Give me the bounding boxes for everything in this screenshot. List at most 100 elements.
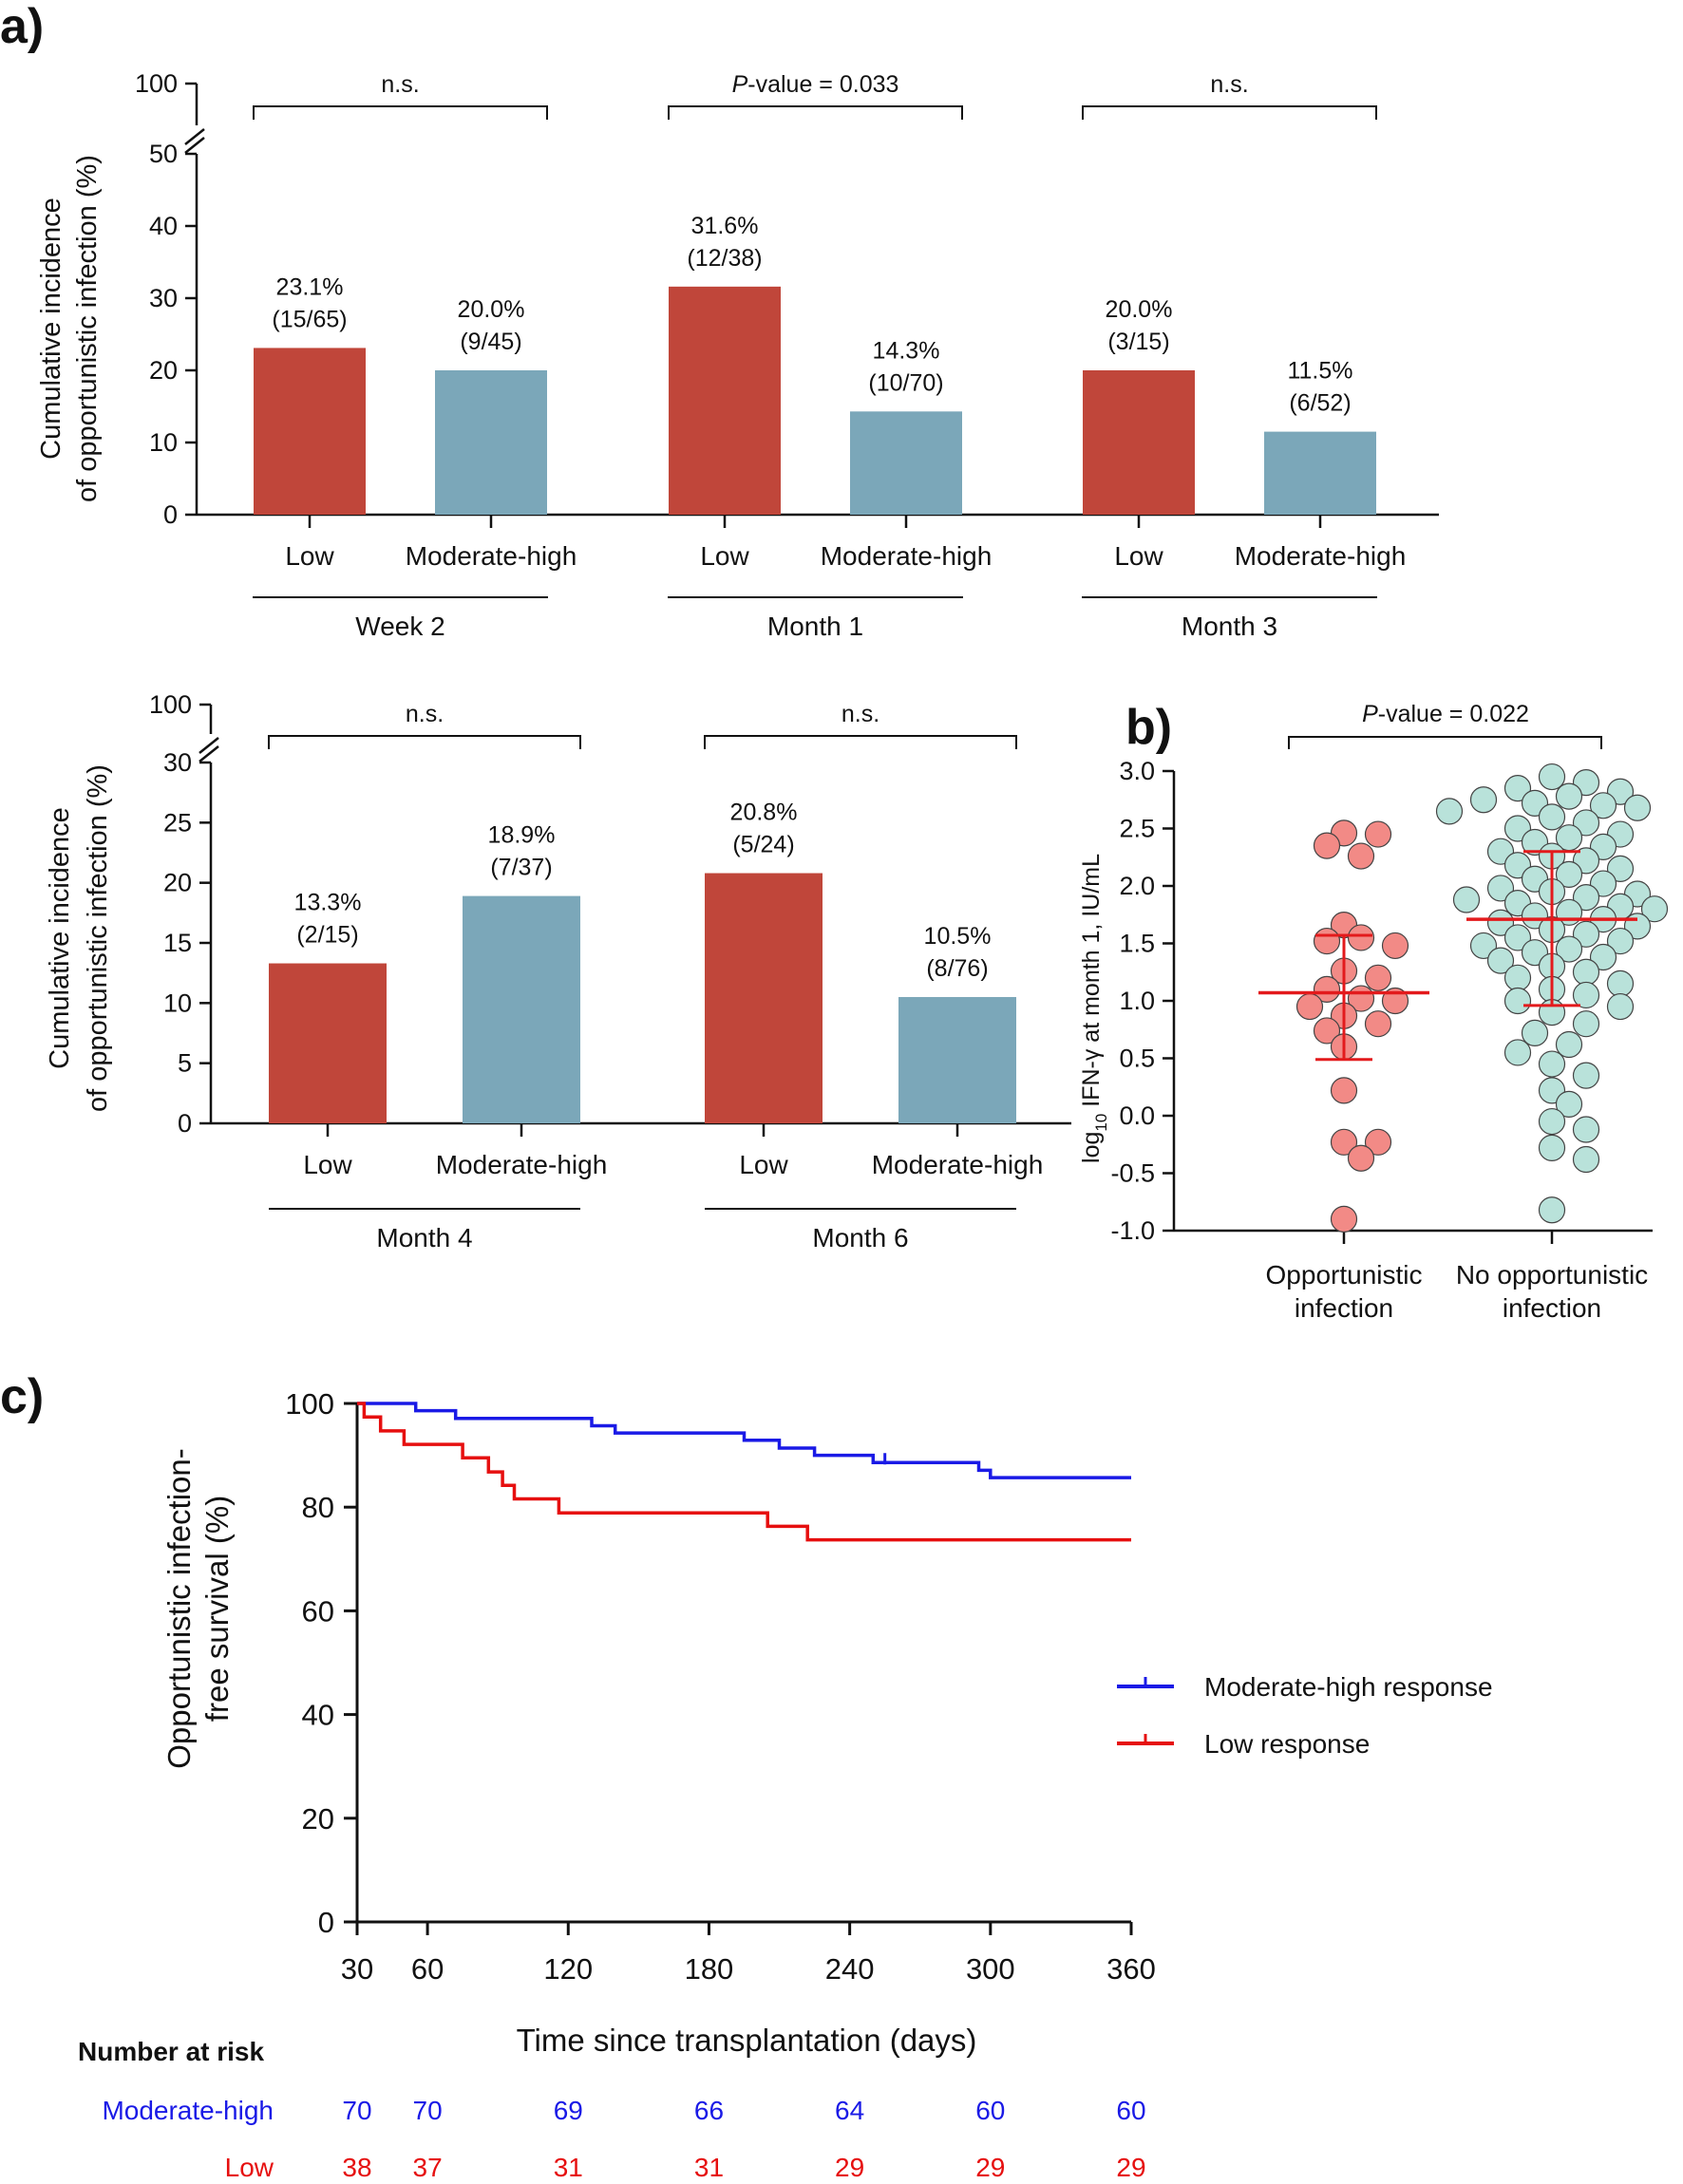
data-point (1503, 775, 1532, 802)
y-tick-label: 80 (302, 1491, 334, 1524)
y-tick-label: 50 (149, 140, 178, 168)
data-point (1313, 975, 1341, 1004)
risk-count: 64 (835, 2096, 864, 2125)
panel-b-pvalue-p: P (1362, 701, 1378, 727)
x-tick-label: 240 (825, 1952, 875, 1986)
data-point (1313, 832, 1341, 859)
y-tick-label: 30 (149, 284, 178, 312)
y-tick-label: 0.0 (1119, 1101, 1155, 1130)
risk-count: 31 (554, 2153, 583, 2182)
data-point (1572, 1116, 1600, 1143)
x-tick-label: 360 (1106, 1952, 1156, 1986)
panel-b-ylabel-log: log (1078, 1132, 1105, 1163)
data-point (1572, 883, 1600, 912)
bar-value-label: 18.9% (488, 822, 556, 849)
data-point (1606, 855, 1635, 882)
data-point (1589, 792, 1617, 819)
x-tick-label: infection (1503, 1293, 1601, 1323)
y-tick-label: 1.0 (1119, 987, 1155, 1015)
group-label: Month 4 (376, 1223, 472, 1252)
data-point (1469, 932, 1498, 960)
risk-count: 60 (1116, 2096, 1145, 2125)
data-point (1364, 964, 1392, 991)
risk-count: 29 (975, 2153, 1005, 2182)
risk-count: 31 (694, 2153, 724, 2182)
panel-b-ylabel: log10 IFN-γ at month 1, IU/mL (1078, 854, 1110, 1163)
y-tick-label: 60 (302, 1594, 334, 1628)
data-point (1486, 947, 1515, 974)
bar (705, 873, 823, 1123)
data-point (1330, 1128, 1358, 1156)
y-tick-label: 15 (163, 929, 192, 957)
data-point (1381, 932, 1409, 960)
axis-break-mark (199, 745, 219, 763)
bar (669, 286, 781, 515)
bar-value-label: 20.0% (1106, 296, 1173, 323)
y-tick-label: 25 (163, 808, 192, 837)
x-tick-label: Moderate-high (436, 1150, 608, 1179)
y-tick-label: 30 (163, 748, 192, 777)
bar (463, 895, 580, 1123)
data-point (1486, 875, 1515, 902)
panel-a-letter: a) (0, 0, 44, 54)
y-tick-label: 10 (149, 428, 178, 457)
data-point (1330, 1205, 1358, 1233)
x-tick-label: Low (285, 541, 334, 571)
bar-value-label: 13.3% (294, 890, 362, 916)
comparison-bracket (668, 105, 963, 120)
panel-b-pvalue: P-value = 0.022 (1362, 701, 1529, 727)
group-label: Month 1 (767, 612, 863, 641)
y-tick-label: 40 (149, 212, 178, 240)
y-tick-label: 100 (285, 1387, 334, 1421)
data-point (1572, 958, 1600, 986)
data-point (1555, 935, 1583, 963)
panel-b-ylabel-rest: IFN-γ at month 1, IU/mL (1078, 854, 1105, 1114)
bar (435, 370, 547, 515)
bar-count-label: (7/37) (490, 855, 552, 881)
data-point (1452, 886, 1481, 913)
bar-count-label: (10/70) (868, 369, 943, 396)
risk-count: 38 (342, 2153, 371, 2182)
data-point (1313, 927, 1341, 955)
bar-count-label: (2/15) (296, 922, 358, 949)
axis-break-mark (199, 737, 219, 754)
data-point (1435, 798, 1464, 825)
bar (1083, 370, 1195, 515)
data-point (1538, 1196, 1566, 1224)
data-point (1503, 987, 1532, 1015)
data-point (1521, 1019, 1549, 1046)
data-point (1538, 1134, 1566, 1161)
x-tick-label: 300 (966, 1952, 1015, 1986)
y-tick-label: 40 (302, 1699, 334, 1732)
data-point (1364, 1010, 1392, 1038)
data-point (1347, 1144, 1375, 1172)
data-point (1295, 992, 1324, 1021)
data-point (1555, 1030, 1583, 1059)
bar-value-label: 10.5% (924, 923, 992, 950)
data-point (1572, 809, 1600, 837)
data-point (1538, 803, 1566, 831)
data-point (1606, 927, 1635, 955)
group-label: Month 6 (812, 1223, 908, 1252)
data-point (1330, 1077, 1358, 1104)
panel-c-xlabel: Time since transplantation (days) (517, 2023, 977, 2058)
panel-c-letter: c) (0, 1369, 44, 1424)
axis-break-mark (184, 137, 205, 154)
data-point (1572, 1062, 1600, 1089)
panel-c: c) Opportunistic infection- free surviva… (0, 1369, 1493, 2182)
panel-a-top-ylabel-line1: Cumulative incidence (36, 198, 66, 460)
panel-a-bottom-ylabel-line2: of opportunistic infection (%) (83, 764, 113, 1112)
bar-count-label: (8/76) (926, 955, 988, 982)
risk-count: 70 (413, 2096, 443, 2125)
comparison-label: n.s. (842, 701, 879, 727)
bar-count-label: (6/52) (1289, 390, 1351, 417)
data-point (1538, 1107, 1566, 1136)
data-point (1606, 970, 1635, 997)
y-tick-label: 0 (178, 1109, 192, 1138)
data-point (1486, 909, 1515, 936)
data-point (1364, 820, 1392, 848)
pvalue-p: P (732, 71, 748, 98)
x-tick-label: Moderate-high (821, 541, 993, 571)
x-tick-label: infection (1295, 1293, 1393, 1323)
bar-count-label: (15/65) (272, 306, 347, 332)
